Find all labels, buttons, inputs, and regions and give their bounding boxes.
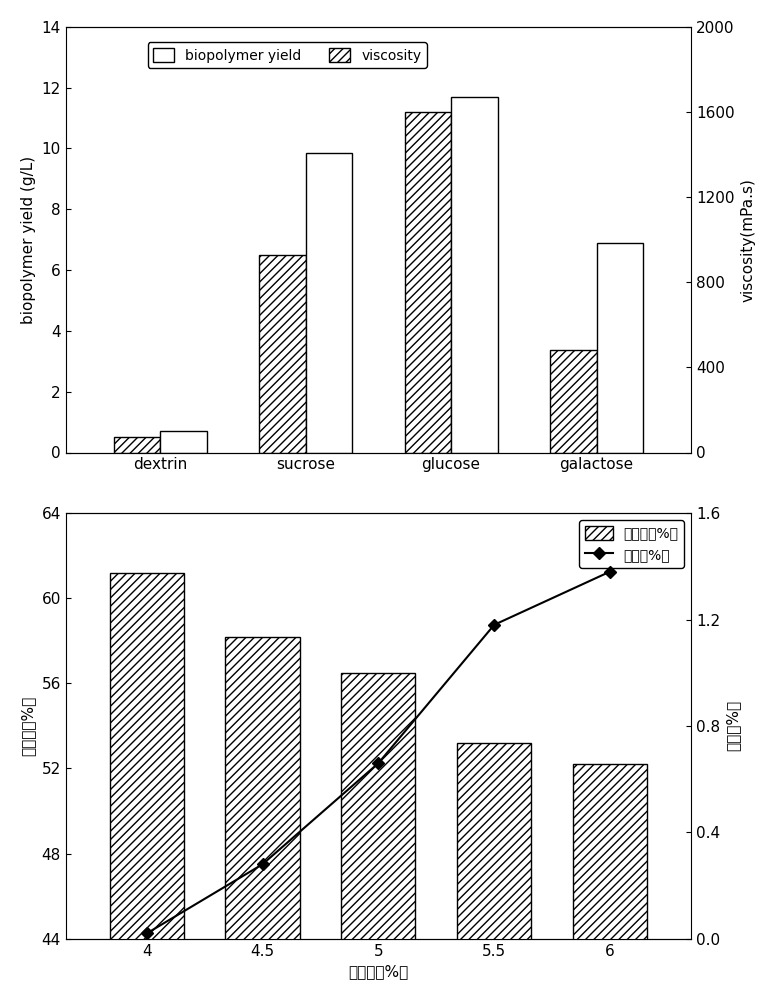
Y-axis label: 转化率（%）: 转化率（%） bbox=[21, 696, 36, 756]
Bar bbox=[341, 673, 415, 1000]
Bar bbox=[109, 573, 184, 1000]
Y-axis label: biopolymer yield (g/L): biopolymer yield (g/L) bbox=[21, 156, 36, 324]
Bar bbox=[550, 350, 597, 452]
Y-axis label: viscosity(mPa.s): viscosity(mPa.s) bbox=[740, 178, 755, 302]
Bar bbox=[306, 153, 352, 452]
Legend: biopolymer yield, viscosity: biopolymer yield, viscosity bbox=[147, 42, 427, 68]
X-axis label: 糖浓度（%）: 糖浓度（%） bbox=[348, 964, 408, 979]
Legend: 转化率（%）, 残糖（%）: 转化率（%）, 残糖（%） bbox=[579, 520, 684, 568]
Bar bbox=[160, 431, 206, 452]
Y-axis label: 残糖（%）: 残糖（%） bbox=[726, 700, 741, 751]
Bar bbox=[113, 437, 160, 452]
Bar bbox=[226, 637, 300, 1000]
Bar bbox=[457, 743, 532, 1000]
Bar bbox=[597, 243, 643, 452]
Bar bbox=[259, 255, 306, 452]
Bar bbox=[573, 764, 647, 1000]
Bar bbox=[451, 97, 497, 452]
Bar bbox=[404, 112, 451, 452]
